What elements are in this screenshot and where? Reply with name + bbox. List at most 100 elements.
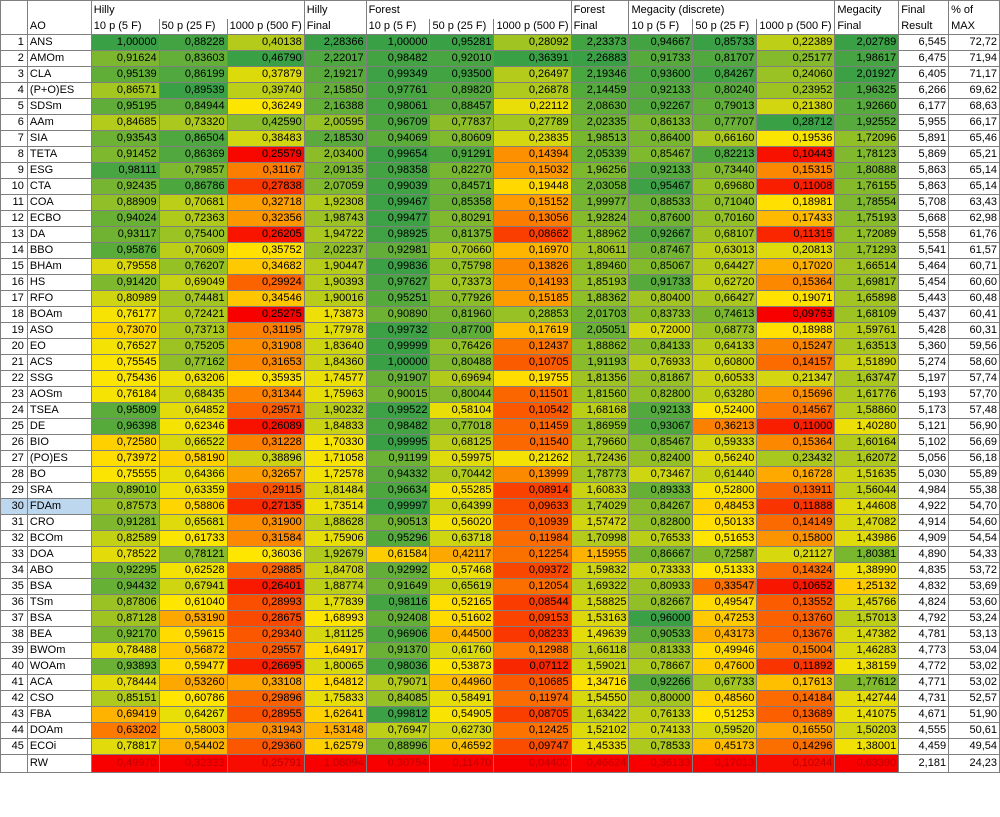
hilly-50p-cell[interactable]: 0,72363 <box>158 210 228 227</box>
megacity-50p-cell[interactable]: 0,63013 <box>692 242 758 259</box>
forest-final-cell[interactable]: 1,86959 <box>570 418 630 435</box>
row-number[interactable]: 2 <box>0 50 28 67</box>
row-number[interactable] <box>0 754 28 773</box>
megacity-final-cell[interactable]: 1,92660 <box>834 98 900 115</box>
forest-10p-cell[interactable]: 0,99997 <box>365 498 431 515</box>
megacity-final-cell[interactable]: 1,72096 <box>834 130 900 147</box>
megacity-10p-cell[interactable]: 0,92266 <box>628 674 694 691</box>
row-number[interactable]: 14 <box>0 242 28 259</box>
megacity-50p-cell[interactable]: 0,61440 <box>692 466 758 483</box>
forest-final-cell[interactable]: 2,14459 <box>570 82 630 99</box>
row-number[interactable]: 42 <box>0 690 28 707</box>
megacity-50p-cell[interactable]: 0,51253 <box>692 706 758 723</box>
forest-10p-cell[interactable]: 0,98482 <box>365 418 431 435</box>
algorithm-name-cell[interactable]: RFO <box>26 290 92 307</box>
forest-1000p-cell[interactable]: 0,11984 <box>493 530 572 547</box>
megacity-50p-cell[interactable]: 0,74613 <box>692 306 758 323</box>
forest-final-cell[interactable]: 1,88862 <box>570 338 630 355</box>
hilly-1000p-cell[interactable]: 0,31584 <box>226 530 305 547</box>
forest-50p-cell[interactable]: 0,62730 <box>429 722 495 739</box>
hilly-50p-cell[interactable]: 0,66522 <box>158 434 228 451</box>
forest-50p-cell[interactable]: 0,70442 <box>429 466 495 483</box>
megacity-10p-cell[interactable]: 0,92133 <box>628 162 694 179</box>
algorithm-name-cell[interactable]: SSG <box>26 370 92 387</box>
row-number[interactable]: 26 <box>0 434 28 451</box>
final-result-cell[interactable]: 5,437 <box>898 306 950 323</box>
hilly-10p-cell[interactable]: 0,91452 <box>90 146 160 163</box>
final-result-cell[interactable]: 5,197 <box>898 370 950 387</box>
final-result-cell[interactable]: 5,443 <box>898 290 950 307</box>
final-result-cell[interactable]: 6,475 <box>898 50 950 67</box>
hilly-50p-cell[interactable]: 0,53260 <box>158 674 228 691</box>
megacity-1000p-cell[interactable]: 0,11888 <box>756 498 836 515</box>
forest-50p-cell[interactable]: 0,89820 <box>429 82 495 99</box>
forest-1000p-cell[interactable]: 0,14193 <box>493 274 572 291</box>
hilly-50p-cell[interactable]: 0,70609 <box>158 242 228 259</box>
hilly-10p-cell[interactable]: 0,87573 <box>90 498 160 515</box>
hilly-final-cell[interactable]: 1,84360 <box>303 354 367 371</box>
megacity-50p-cell[interactable]: 0,49547 <box>692 594 758 611</box>
forest-final-cell[interactable]: 1,72436 <box>570 450 630 467</box>
algorithm-name-cell[interactable]: CTA <box>26 178 92 195</box>
hilly-1000p-cell[interactable]: 0,28955 <box>226 706 305 723</box>
pct-max-cell[interactable]: 56,69 <box>948 434 1000 451</box>
megacity-50p-cell[interactable]: 0,68107 <box>692 226 758 243</box>
pct-max-cell[interactable]: 60,31 <box>948 322 1000 339</box>
hilly-50p-cell[interactable]: 0,64366 <box>158 466 228 483</box>
pct-max-cell[interactable]: 63,43 <box>948 194 1000 211</box>
forest-1000p-cell[interactable]: 0,08233 <box>493 626 572 643</box>
megacity-10p-cell[interactable]: 0,93067 <box>628 418 694 435</box>
megacity-50p-cell[interactable]: 0,69680 <box>692 178 758 195</box>
megacity-1000p-cell[interactable]: 0,15004 <box>756 642 836 659</box>
final-result-cell[interactable]: 5,891 <box>898 130 950 147</box>
hilly-final-cell[interactable]: 1,83640 <box>303 338 367 355</box>
pct-max-cell[interactable]: 60,48 <box>948 290 1000 307</box>
row-number[interactable]: 1 <box>0 34 28 51</box>
megacity-final-cell[interactable]: 1,38001 <box>834 738 900 755</box>
hilly-final-cell[interactable]: 2,19217 <box>303 66 367 83</box>
algorithm-name-cell[interactable]: (P+O)ES <box>26 82 92 99</box>
forest-50p-cell[interactable]: 0,88457 <box>429 98 495 115</box>
hilly-10p-cell[interactable]: 0,78444 <box>90 674 160 691</box>
forest-50p-cell[interactable]: 0,42117 <box>429 546 495 563</box>
hilly-1000p-cell[interactable]: 0,35752 <box>226 242 305 259</box>
forest-final-cell[interactable]: 2,03058 <box>570 178 630 195</box>
row-number[interactable]: 30 <box>0 498 28 515</box>
pct-max-cell[interactable]: 60,71 <box>948 258 1000 275</box>
final-result-cell[interactable]: 4,772 <box>898 658 950 675</box>
megacity-10p-cell[interactable]: 0,86133 <box>628 114 694 131</box>
megacity-50p-cell[interactable]: 0,79013 <box>692 98 758 115</box>
final-result-cell[interactable]: 5,863 <box>898 178 950 195</box>
hilly-1000p-cell[interactable]: 0,26401 <box>226 578 305 595</box>
forest-10p-cell[interactable]: 0,91370 <box>365 642 431 659</box>
algorithm-name-cell[interactable]: BSA <box>26 578 92 595</box>
forest-10p-cell[interactable]: 0,96634 <box>365 482 431 499</box>
final-result-cell[interactable]: 5,193 <box>898 386 950 403</box>
hilly-50p-cell[interactable]: 0,60786 <box>158 690 228 707</box>
megacity-final-cell[interactable]: 1,75193 <box>834 210 900 227</box>
pct-max-cell[interactable]: 61,57 <box>948 242 1000 259</box>
pct-max-cell[interactable]: 54,70 <box>948 498 1000 515</box>
hilly-10p-cell[interactable]: 0,73070 <box>90 322 160 339</box>
algorithm-name-cell[interactable]: FBA <box>26 706 92 723</box>
hilly-10p-cell[interactable]: 0,82589 <box>90 530 160 547</box>
forest-1000p-cell[interactable]: 0,11459 <box>493 418 572 435</box>
hilly-final-cell[interactable]: 1,71058 <box>303 450 367 467</box>
megacity-50p-cell[interactable]: 0,71040 <box>692 194 758 211</box>
row-number[interactable]: 25 <box>0 418 28 435</box>
megacity-1000p-cell[interactable]: 0,14149 <box>756 514 836 531</box>
forest-final-cell[interactable]: 2,05339 <box>570 146 630 163</box>
pct-max-cell[interactable]: 57,48 <box>948 402 1000 419</box>
megacity-1000p-cell[interactable]: 0,11000 <box>756 418 836 435</box>
forest-1000p-cell[interactable]: 0,10542 <box>493 402 572 419</box>
megacity-1000p-cell[interactable]: 0,23432 <box>756 450 836 467</box>
forest-1000p-cell[interactable]: 0,19448 <box>493 178 572 195</box>
megacity-50p-cell[interactable]: 0,68773 <box>692 322 758 339</box>
megacity-50p-cell[interactable]: 0,77707 <box>692 114 758 131</box>
forest-10p-cell[interactable]: 0,95251 <box>365 290 431 307</box>
hilly-50p-cell[interactable]: 0,84944 <box>158 98 228 115</box>
hilly-10p-cell[interactable]: 0,88909 <box>90 194 160 211</box>
row-number[interactable]: 24 <box>0 402 28 419</box>
megacity-final-cell[interactable]: 1,76155 <box>834 178 900 195</box>
hilly-50p-cell[interactable]: 0,61733 <box>158 530 228 547</box>
